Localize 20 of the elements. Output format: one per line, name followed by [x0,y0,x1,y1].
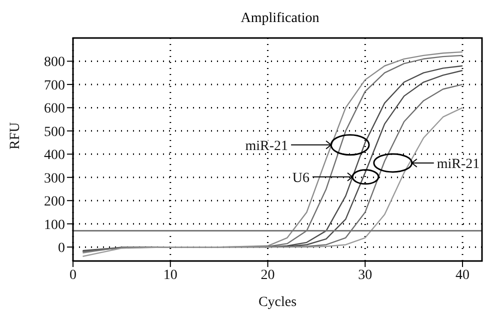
x-tick-label: 0 [70,268,76,283]
x-axis-title: Cycles [258,295,297,310]
annotation: U6 [292,170,310,186]
y-tick-label: 200 [44,194,65,210]
y-tick-label: 0 [58,241,65,256]
y-tick-label: 700 [44,78,65,94]
y-tick-label: 100 [44,218,65,233]
x-tick-label: 10 [163,268,178,283]
y-tick-label: 800 [44,55,65,70]
y-tick-label: 500 [44,124,65,140]
x-tick-label: 30 [358,268,372,283]
y-tick-label: 300 [44,171,65,186]
chart-title: Amplification [240,10,320,28]
annotation: miR-21 [245,138,288,154]
annotation: miR-21 [436,156,480,172]
y-axis-title: RFU [8,122,23,150]
x-tick-label: 40 [456,268,470,283]
y-tick-label: 600 [44,102,65,117]
y-tick-label: 400 [44,148,65,164]
x-tick-label: 20 [260,268,275,283]
